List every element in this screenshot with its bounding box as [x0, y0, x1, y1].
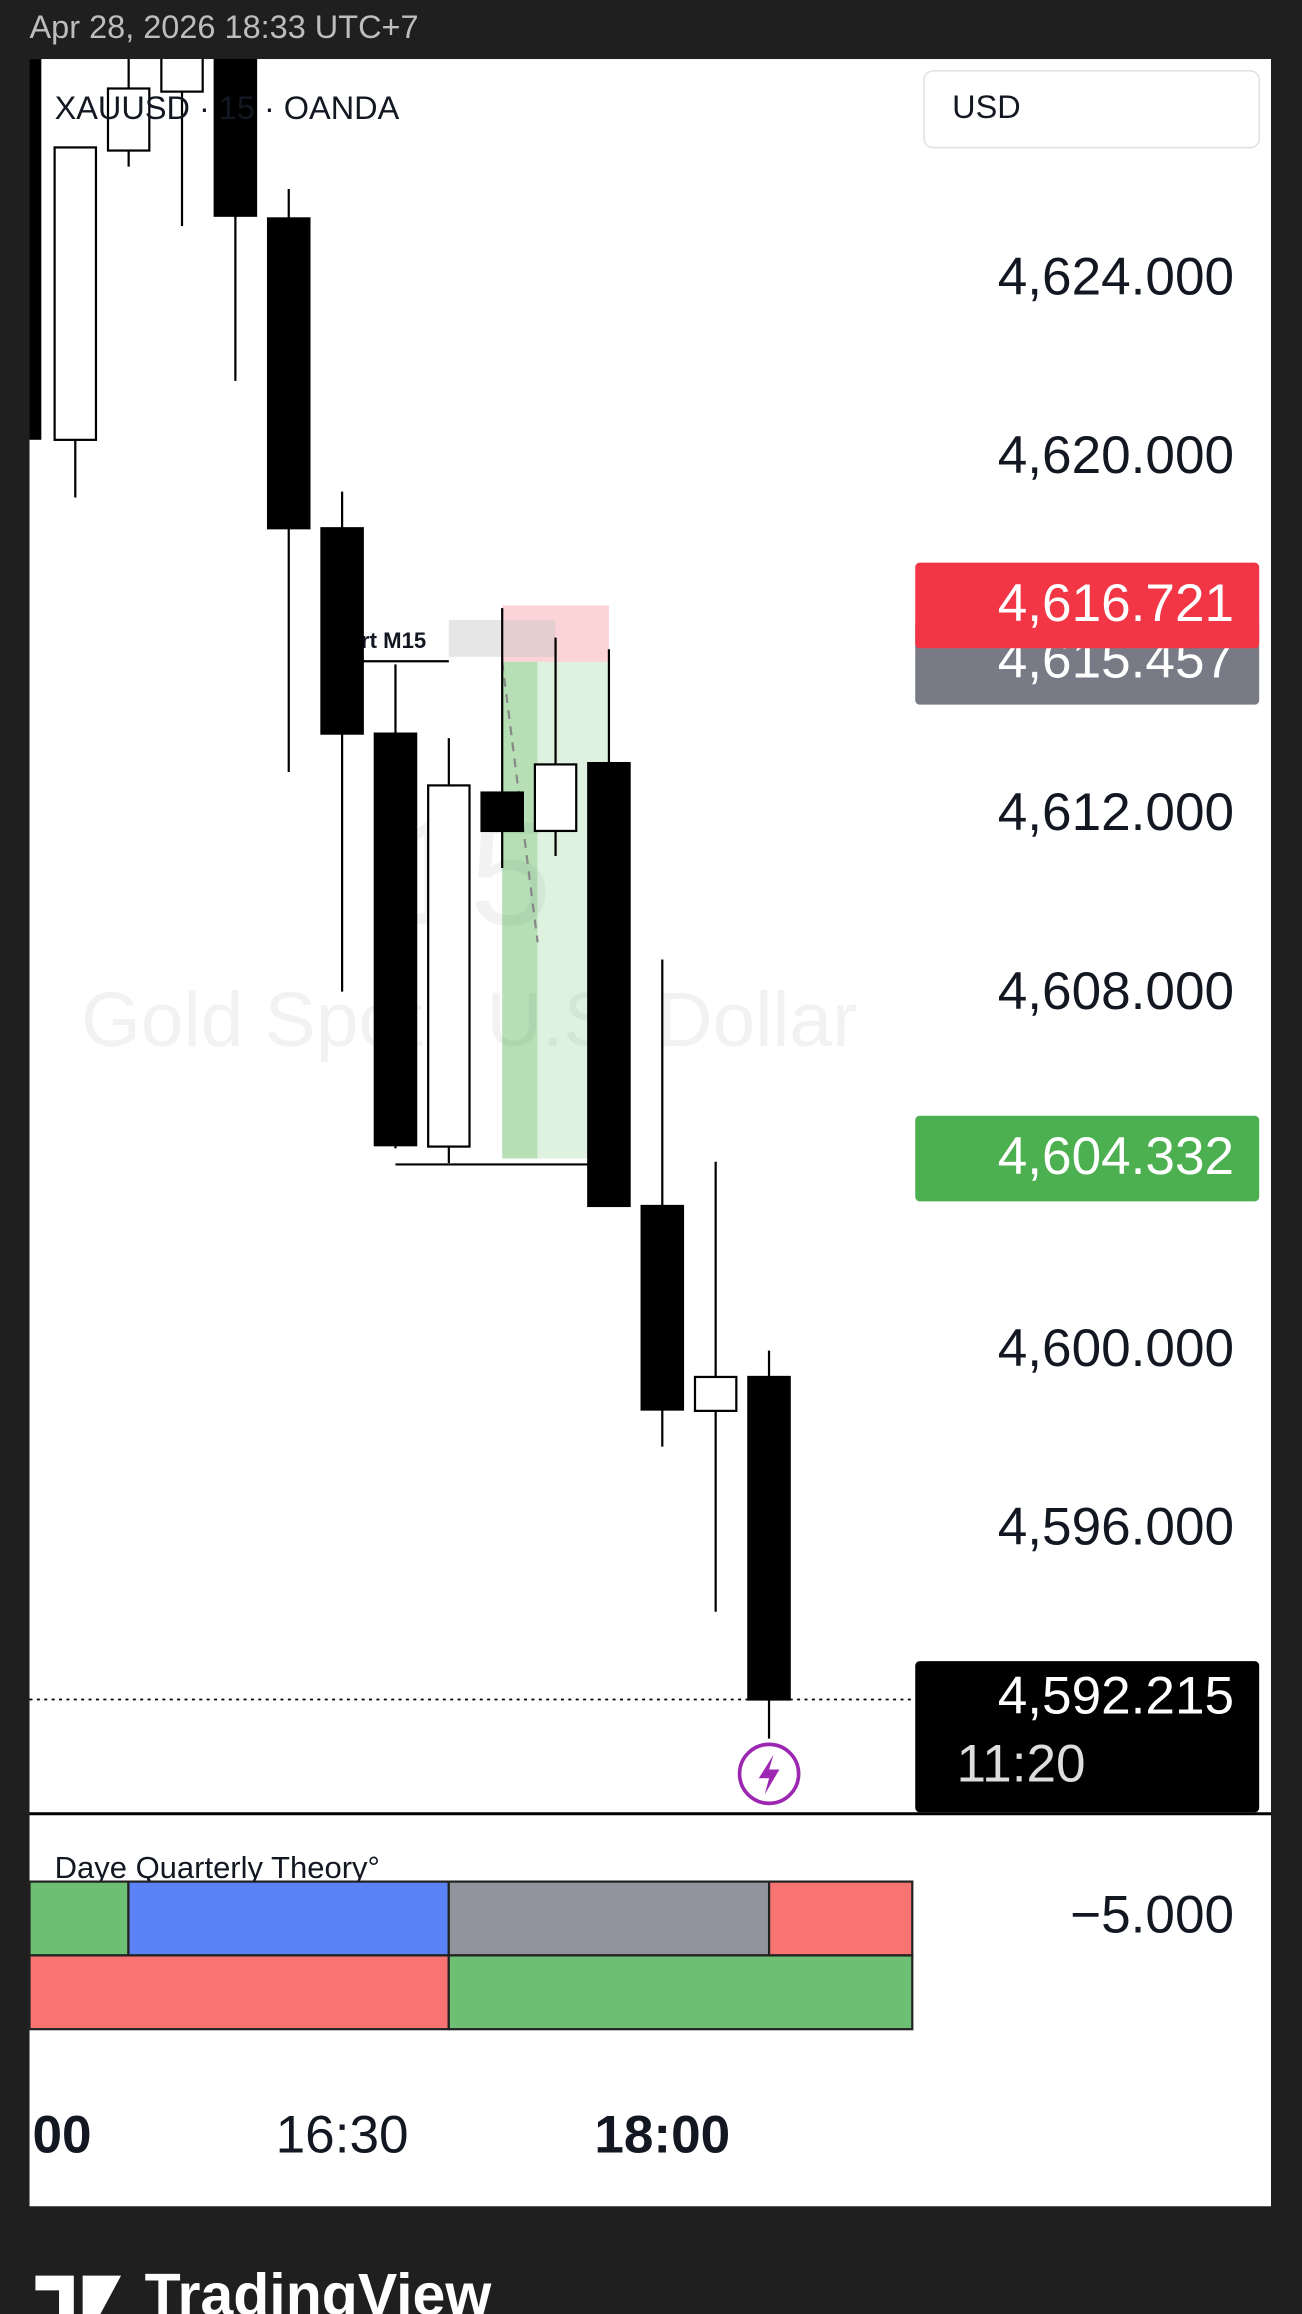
candle-body	[427, 784, 471, 1148]
brand: TradingView	[145, 2262, 493, 2314]
countdown: 11:20	[957, 1734, 1086, 1793]
status-time: Apr 28, 2026 18:33 UTC+7	[30, 9, 419, 45]
x-tick-label: 18:00	[594, 2105, 730, 2164]
candle-body	[480, 791, 524, 833]
block	[447, 1954, 914, 2031]
price-tag-label: 4,616.721	[998, 574, 1234, 633]
block	[28, 1954, 450, 2031]
alert-bolt	[758, 1754, 780, 1795]
currency[interactable]: USD	[952, 89, 1021, 125]
block	[767, 1880, 914, 1957]
price-tag	[915, 562, 1260, 649]
candle-body	[587, 761, 631, 1208]
block	[28, 1880, 130, 1957]
y-tick-label: 4,612.000	[998, 783, 1234, 842]
brand-logo	[35, 2275, 122, 2314]
candle-body	[266, 217, 311, 530]
position-path	[501, 661, 539, 943]
indicator-title: Daye Quarterly Theory°	[55, 1850, 380, 1885]
indicator-tick: −5.000	[1070, 1886, 1234, 1945]
y-tick-label: 4,620.000	[998, 426, 1234, 485]
candle-body	[106, 87, 151, 152]
plot: 15 Gold Spot / U.S. Dollar Crt M15	[53, 59, 858, 1739]
candle-body	[533, 763, 578, 833]
candle-body	[213, 59, 258, 217]
candle-body	[53, 146, 98, 441]
symbol-title: XAUUSD · 15 · OANDA	[55, 90, 400, 126]
candle-body	[373, 732, 418, 1147]
candle-body	[160, 59, 204, 93]
last-price-label: 4,592.215	[998, 1667, 1234, 1726]
partial-candle	[29, 59, 42, 440]
y-tick-label: 4,596.000	[998, 1498, 1234, 1557]
candle-body	[320, 527, 364, 735]
currency-button[interactable]	[923, 70, 1260, 149]
y-tick-label: 4,600.000	[998, 1319, 1234, 1378]
x-tick-label: 16:30	[276, 2105, 409, 2164]
target-zone-strong	[502, 661, 538, 1159]
last-price-tag	[915, 1661, 1260, 1813]
y-tick-label: 4,608.000	[998, 962, 1234, 1021]
block	[127, 1880, 450, 1957]
candle-body	[640, 1204, 685, 1411]
candle-body	[693, 1375, 738, 1412]
price-tag-label: 4,604.332	[998, 1127, 1234, 1186]
y-tick-label: 4,624.000	[998, 248, 1234, 307]
candle-body	[747, 1375, 791, 1701]
block	[447, 1880, 771, 1957]
x-tick-label-cut: 00	[32, 2105, 91, 2164]
price-tag	[915, 1115, 1260, 1202]
indicator-blocks	[28, 1880, 914, 2031]
